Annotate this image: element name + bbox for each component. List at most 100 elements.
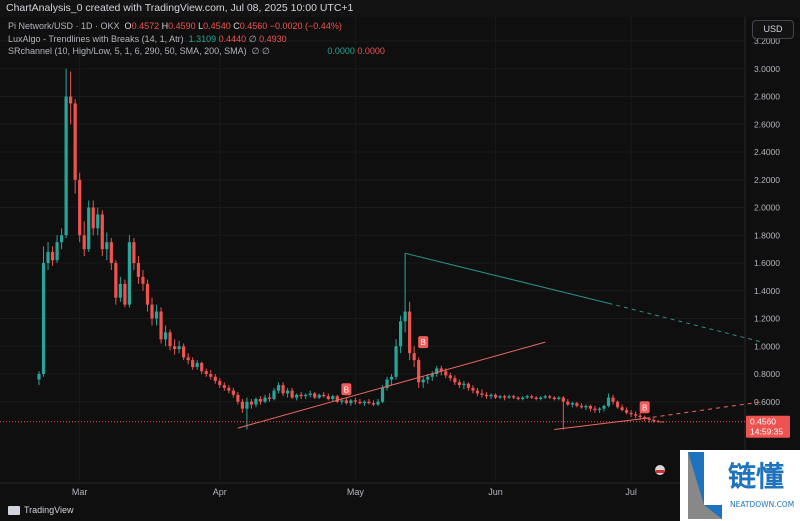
candle-body [380,387,385,402]
candle-body [276,385,281,391]
brand-name: TradingView [24,505,74,515]
candle-body [200,362,204,372]
candle-body [236,394,240,402]
candle-body [448,375,452,379]
candle-body [426,376,430,380]
candle-body [159,311,163,340]
x-tick-label: Apr [213,487,227,497]
candle-body [64,96,68,236]
candle-body [299,394,303,397]
chart-title: ChartAnalysis_0 created with TradingView… [6,2,354,14]
y-tick-label: 1.6000 [754,258,780,268]
candle-body [286,390,290,394]
close-label: C [233,21,240,31]
candle-body [209,374,213,377]
candle-body [335,396,339,402]
candle-body [258,398,263,402]
candle-body [543,396,547,398]
candle-body [82,235,86,250]
close-value: 0.4560 [239,21,268,31]
candle-body [222,385,226,388]
bar-countdown: 14:59:35 [750,427,783,437]
candle-body [570,403,574,405]
indicator-row-srchannel[interactable]: SRchannel (10, High/Low, 5, 1, 6, 290, 5… [8,45,385,58]
neatdown-logo-icon: 链懂 NEATDOWN.COM [688,452,794,519]
candle-body [132,242,136,263]
candle-body [620,407,624,411]
indicator-row-trendlines[interactable]: LuxAlgo - Trendlines with Breaks (14, 1,… [8,33,385,46]
candle-body [399,321,403,347]
candle-body [317,394,321,398]
currency-button[interactable]: USD [752,20,794,39]
resistance-trendline-extension [608,302,763,343]
candle-body [453,378,457,383]
break-label-text: B [344,385,349,394]
candle-body [331,396,335,399]
candle-body [326,396,330,399]
candle-body [322,394,326,397]
candle-body [557,397,561,399]
candle-body [105,242,109,250]
candle-body [457,382,461,386]
candle-body [100,214,104,250]
candle-body [484,394,489,397]
candle-body [417,360,421,383]
candle-body [593,408,597,411]
y-tick-label: 1.2000 [754,314,780,324]
candle-body [489,394,493,397]
candle-body [154,311,159,319]
candle-body [597,408,602,411]
y-tick-label: 2.4000 [754,147,780,157]
indicator-value: 0.4440 [218,33,247,44]
candle-body [462,383,466,386]
change-value: −0.0020 (−0.44%) [269,21,342,31]
indicator-value: 1.3109 [188,33,217,44]
symbol-legend-row[interactable]: Pi Network/USD · 1D · OKX O0.4572 H0.459… [8,20,385,33]
candle-body [588,405,593,409]
chart-header: ChartAnalysis_0 created with TradingView… [0,0,800,17]
y-tick-label: 1.8000 [754,230,780,240]
indicator-name: LuxAlgo - Trendlines with Breaks (14, 1,… [8,33,184,44]
candle-body [430,374,434,377]
candle-body [530,396,534,398]
footer: TradingView [0,500,800,521]
y-tick-label: 2.6000 [754,119,780,129]
candle-body [308,393,312,395]
candle-body [412,353,416,361]
candle-body [602,405,606,409]
open-value: 0.4572 [131,21,160,31]
support-trendline-extension [644,401,763,419]
candle-body [579,405,583,408]
indicator-value: 0.0000 [357,46,385,56]
candle-body [606,397,611,406]
candle-body [37,374,41,380]
candle-body [421,379,425,383]
x-tick-label: May [347,487,365,497]
candle-body [480,393,484,395]
resistance-trendline [405,252,609,304]
price-chart[interactable]: 0.6000 0.8000 1.0000 1.2000 1.4000 1.6000 1.80… [0,17,800,500]
candle-body [548,396,552,398]
candle-body [516,397,520,399]
candle-body [281,385,285,394]
candle-body [91,207,95,229]
svg-text:链懂: 链懂 [728,460,784,493]
y-tick-label: 2.2000 [754,175,780,185]
x-tick-label: Jul [625,487,637,497]
candle-body [150,304,154,319]
candle-body [245,401,249,409]
candle-body [69,96,73,104]
candle-body [313,393,317,398]
candle-body [114,263,118,298]
candle-body [96,214,100,229]
candle-body [340,400,344,402]
candle-body [439,368,443,372]
break-label-badge [639,401,650,414]
candle-body [466,383,470,388]
candle-body [647,418,651,420]
candle-body [444,371,448,376]
last-price-value: 0.4560 [750,417,776,427]
candle-body [575,403,579,406]
candle-body [656,421,660,423]
candle-body [376,401,380,405]
